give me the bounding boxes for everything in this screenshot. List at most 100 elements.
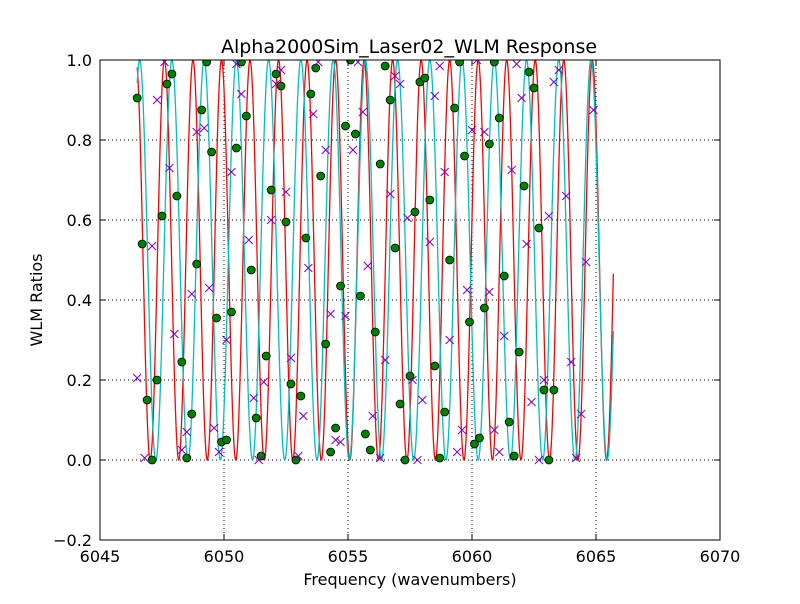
data-point-circle (489, 60, 499, 67)
data-point-circle (499, 271, 509, 281)
data-point-circle (172, 191, 182, 201)
data-point-circle (137, 239, 147, 249)
data-point-x (299, 411, 308, 421)
data-point-x (348, 145, 358, 155)
data-point-circle (246, 265, 256, 275)
data-point-x (363, 261, 373, 271)
data-point-circle (167, 69, 177, 79)
data-point-x (182, 427, 192, 437)
data-point-circle (241, 111, 251, 121)
data-point-x (539, 375, 549, 385)
y-axis-label: WLM Ratios (27, 253, 46, 346)
data-point-x (512, 60, 521, 69)
data-point-x (489, 425, 499, 435)
data-point-x (561, 191, 571, 201)
y-tick-label: 1.0 (67, 51, 92, 70)
data-point-circle (321, 339, 331, 349)
data-point-circle (336, 281, 345, 291)
data-point-circle (256, 451, 266, 461)
data-point-circle (351, 129, 360, 139)
data-point-circle (311, 63, 321, 73)
data-point-x (281, 187, 291, 197)
data-point-circle (380, 61, 390, 71)
data-point-circle (231, 143, 241, 153)
x-axis-label: Frequency (wavenumbers) (303, 570, 516, 589)
series-curve-1 (136, 60, 615, 462)
data-point-circle (549, 385, 559, 395)
y-tick-label: −0.2 (53, 531, 92, 550)
data-point-x (170, 329, 179, 339)
data-point-x (294, 451, 303, 461)
data-point-circle (326, 447, 336, 457)
data-point-x (457, 425, 467, 435)
data-point-circle (207, 147, 217, 157)
data-point-x (385, 189, 395, 199)
data-point-circle (475, 433, 484, 443)
data-point-circle (162, 79, 172, 89)
data-point-circle (509, 451, 519, 461)
data-point-x (499, 331, 509, 341)
data-point-x (147, 241, 157, 251)
data-point-x (132, 373, 142, 383)
data-point-circle (410, 207, 420, 217)
y-tick-label: 0.8 (67, 131, 92, 150)
chart-title: Alpha2000Sim_Laser02_WLM Response (221, 36, 597, 58)
data-point-x (452, 447, 462, 457)
data-point-x (192, 127, 202, 137)
data-point-circle (157, 211, 167, 221)
data-point-x (249, 393, 259, 403)
series-layer (132, 60, 615, 465)
data-point-circle (370, 327, 380, 337)
data-point-x (227, 167, 236, 177)
grid-lines (100, 60, 720, 540)
data-point-x (336, 437, 345, 447)
data-point-circle (470, 439, 479, 449)
data-point-x (326, 309, 335, 319)
data-point-circle (524, 67, 534, 77)
data-point-x (554, 65, 564, 75)
x-tick-label: 6070 (700, 547, 741, 566)
data-point-x (418, 395, 427, 405)
data-point-x (303, 263, 313, 273)
data-point-x (462, 285, 472, 295)
data-point-x (286, 353, 296, 363)
data-point-x (517, 93, 526, 103)
data-point-circle (430, 361, 440, 371)
data-point-x (445, 335, 455, 345)
data-point-circle (296, 391, 306, 401)
data-point-x (152, 95, 162, 105)
data-point-circle (316, 171, 326, 181)
data-point-x (254, 455, 264, 465)
data-point-circle (301, 233, 311, 243)
data-point-x (522, 239, 531, 249)
y-tick-label: 0.2 (67, 371, 92, 390)
data-point-x (566, 357, 576, 367)
data-point-circle (494, 113, 504, 123)
data-point-x (199, 123, 209, 133)
x-tick-label: 6045 (80, 547, 121, 566)
data-point-x (313, 60, 323, 67)
data-point-circle (390, 243, 400, 253)
data-point-x (353, 60, 363, 67)
data-point-x (204, 283, 214, 293)
data-point-x (480, 127, 489, 137)
data-point-circle (331, 423, 341, 433)
data-point-circle (266, 185, 276, 195)
data-point-circle (425, 195, 435, 205)
data-point-circle (465, 317, 474, 327)
data-point-x (571, 453, 581, 463)
data-point-circle (539, 385, 549, 395)
data-point-x (375, 453, 385, 463)
axis-ticks: 6045 6050 6055 6060 6065 6070 −0.2 0.0 0.2 0.4 0.6… (53, 51, 740, 566)
data-point-circle (227, 307, 236, 317)
data-point-circle (306, 89, 316, 99)
data-point-x (232, 60, 241, 69)
x-tick-label: 6060 (452, 547, 493, 566)
data-point-x (160, 60, 169, 67)
data-point-x (237, 89, 246, 99)
data-point-x (408, 375, 417, 385)
data-point-circle (271, 69, 281, 79)
data-point-circle (460, 151, 469, 161)
